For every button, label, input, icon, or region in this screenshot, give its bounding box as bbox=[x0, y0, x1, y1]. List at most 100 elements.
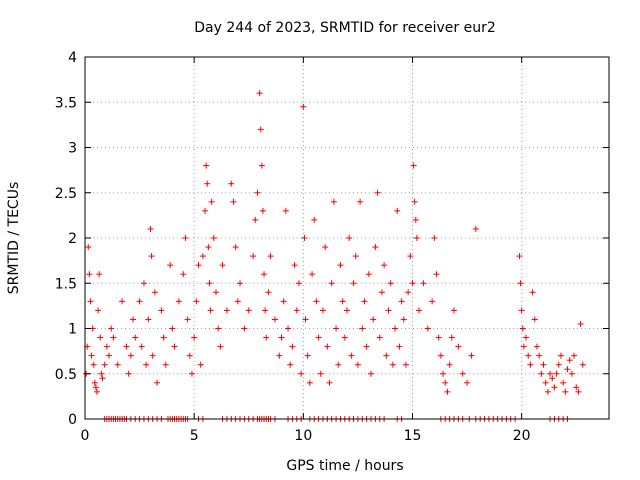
data-point bbox=[127, 352, 134, 359]
data-point bbox=[472, 225, 479, 232]
data-point bbox=[99, 375, 106, 382]
data-point bbox=[237, 280, 244, 287]
data-point bbox=[348, 352, 355, 359]
data-point bbox=[295, 280, 302, 287]
y-tick-label: 0.5 bbox=[55, 367, 77, 383]
y-tick-label: 4 bbox=[68, 50, 77, 66]
data-point bbox=[169, 325, 176, 332]
data-point bbox=[531, 316, 538, 323]
data-points bbox=[83, 90, 586, 422]
data-point bbox=[114, 361, 121, 368]
data-point bbox=[448, 334, 455, 341]
data-point bbox=[258, 162, 265, 169]
data-point bbox=[357, 198, 364, 205]
data-point bbox=[370, 316, 377, 323]
x-tick-label: 15 bbox=[404, 428, 422, 444]
data-point bbox=[232, 244, 239, 251]
data-point bbox=[568, 370, 575, 377]
data-point bbox=[301, 235, 308, 241]
data-point bbox=[186, 352, 193, 359]
data-point bbox=[571, 352, 578, 359]
data-point bbox=[536, 352, 543, 359]
data-point bbox=[88, 352, 95, 359]
data-point bbox=[322, 244, 329, 251]
data-point bbox=[171, 343, 178, 350]
y-tick-label: 1 bbox=[68, 322, 77, 338]
y-tick-label: 0 bbox=[68, 412, 77, 428]
data-point bbox=[407, 253, 414, 260]
data-point bbox=[339, 298, 346, 305]
data-point bbox=[392, 325, 399, 332]
data-point bbox=[119, 298, 126, 305]
data-point bbox=[154, 379, 161, 386]
data-point bbox=[208, 198, 215, 205]
data-point bbox=[108, 325, 115, 332]
data-point bbox=[533, 343, 540, 350]
data-point bbox=[352, 253, 359, 260]
data-point bbox=[86, 271, 93, 278]
data-point bbox=[180, 271, 187, 278]
data-point bbox=[544, 388, 551, 395]
data-point bbox=[191, 334, 198, 341]
y-tick-label: 3 bbox=[68, 141, 77, 157]
data-point bbox=[381, 262, 388, 269]
data-point bbox=[138, 343, 145, 350]
data-point bbox=[197, 361, 204, 368]
data-point bbox=[344, 307, 350, 314]
data-point bbox=[372, 244, 379, 251]
data-point bbox=[123, 343, 130, 350]
data-point bbox=[145, 316, 152, 323]
data-point bbox=[315, 334, 322, 341]
data-point bbox=[254, 189, 261, 196]
data-point bbox=[147, 225, 154, 232]
data-point bbox=[280, 298, 287, 305]
data-point bbox=[259, 207, 266, 214]
data-point bbox=[519, 325, 526, 332]
data-point bbox=[311, 216, 318, 223]
data-point bbox=[398, 298, 405, 305]
data-point bbox=[151, 289, 158, 296]
data-point bbox=[562, 388, 569, 395]
data-point bbox=[228, 180, 235, 187]
data-point bbox=[241, 325, 248, 332]
data-point bbox=[337, 262, 344, 269]
data-point bbox=[553, 370, 560, 377]
data-point bbox=[518, 307, 525, 314]
data-point bbox=[285, 325, 292, 332]
data-point bbox=[410, 162, 417, 169]
data-point bbox=[464, 379, 471, 386]
data-point bbox=[540, 361, 547, 368]
data-point bbox=[148, 253, 155, 260]
data-point bbox=[551, 384, 558, 391]
data-point bbox=[302, 316, 309, 323]
data-point bbox=[577, 320, 584, 327]
data-point bbox=[282, 207, 289, 214]
data-point bbox=[416, 307, 423, 314]
data-point bbox=[278, 334, 285, 341]
data-point bbox=[223, 307, 230, 314]
data-point bbox=[103, 343, 110, 350]
data-point bbox=[468, 352, 475, 359]
data-point bbox=[304, 352, 311, 359]
data-point bbox=[202, 207, 209, 214]
data-point bbox=[230, 198, 237, 205]
data-point bbox=[523, 334, 530, 341]
data-point bbox=[125, 370, 132, 377]
data-point bbox=[149, 352, 156, 359]
data-point bbox=[350, 280, 357, 287]
data-point bbox=[160, 334, 167, 341]
data-point bbox=[361, 298, 368, 305]
data-point bbox=[256, 90, 263, 97]
data-point bbox=[207, 307, 214, 314]
y-tick-label: 1.5 bbox=[55, 276, 77, 292]
data-point bbox=[330, 198, 337, 205]
y-tick-label: 3.5 bbox=[55, 95, 77, 111]
data-point bbox=[90, 361, 97, 368]
data-point bbox=[579, 361, 586, 368]
data-point bbox=[560, 379, 567, 386]
data-point bbox=[130, 316, 137, 323]
data-point bbox=[203, 162, 210, 169]
data-point bbox=[402, 361, 409, 368]
data-point bbox=[287, 361, 294, 368]
data-point bbox=[333, 325, 340, 332]
